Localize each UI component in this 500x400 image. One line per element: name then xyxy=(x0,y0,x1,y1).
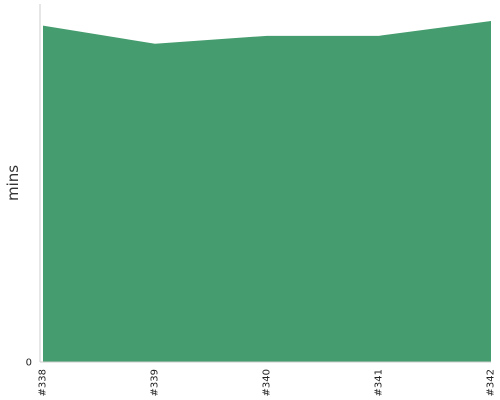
series-area-1 xyxy=(43,21,491,363)
x-tick-label: #341 xyxy=(374,369,385,396)
x-tick-layer: #338 #339 #340 #341 #342 xyxy=(38,369,497,396)
x-tick-label: #338 xyxy=(38,369,49,396)
y-axis-label: mins xyxy=(4,165,22,201)
y-tick-layer: 0 xyxy=(26,358,32,369)
series-layer xyxy=(43,21,491,363)
x-tick-label: #339 xyxy=(150,369,161,396)
y-tick-label: 0 xyxy=(26,358,32,369)
x-tick-label: #342 xyxy=(486,369,497,396)
x-tick-label: #340 xyxy=(262,369,273,396)
